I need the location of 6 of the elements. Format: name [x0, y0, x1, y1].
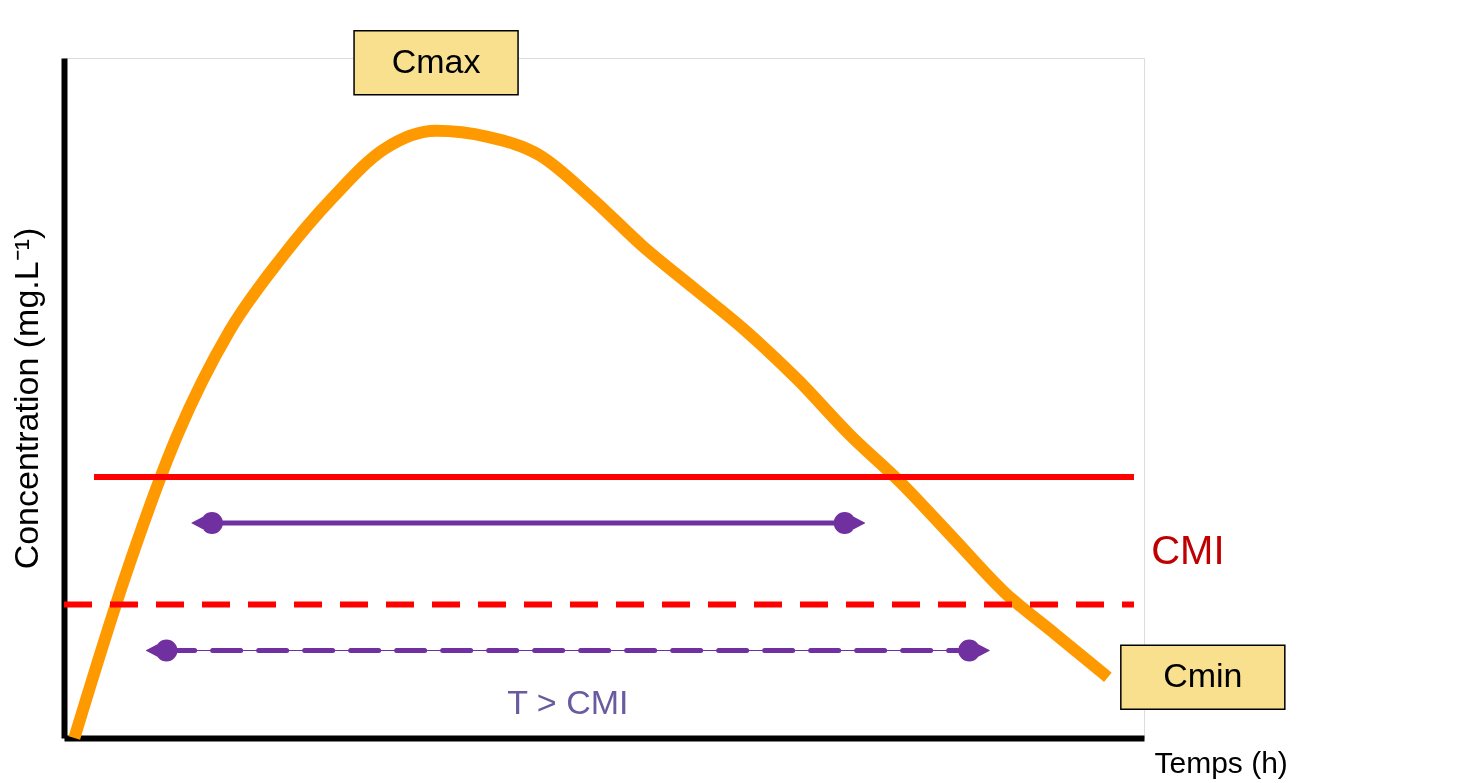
ref-line-label: CMI — [1151, 527, 1225, 572]
x-axis-title: Temps (h) — [1154, 745, 1288, 779]
y-axis-title: Concentration (mg.L⁻¹) — [6, 227, 45, 570]
annotation: T > CMI — [507, 683, 629, 722]
text: Cmax — [391, 41, 481, 80]
text: Cmin — [1163, 656, 1243, 695]
